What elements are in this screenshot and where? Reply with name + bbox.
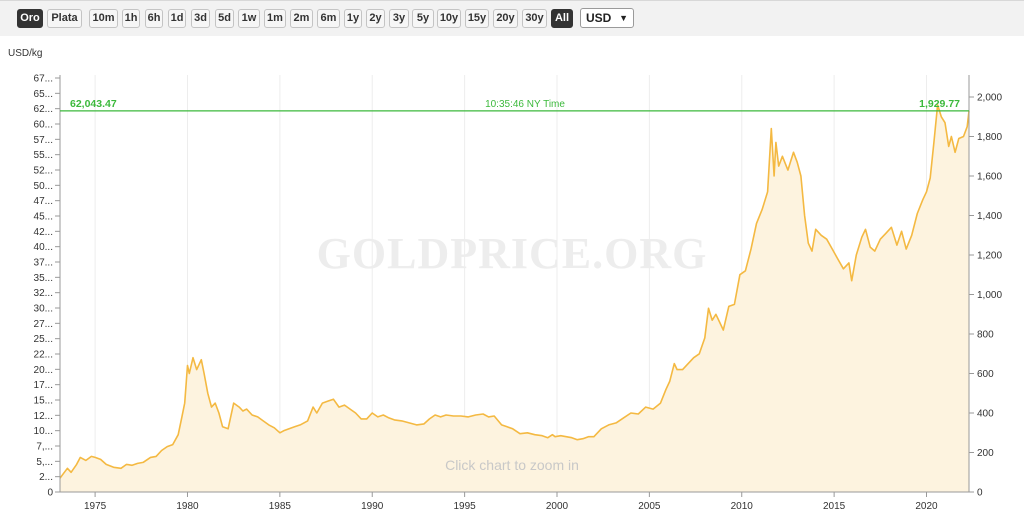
y-right-tick-label: 1,400 [977,211,1002,222]
y-left-tick-label: 37... [34,258,53,269]
y-left-tick-label: 25... [34,334,53,345]
range-button-1w[interactable]: 1w [238,9,260,28]
gold-price-chart[interactable]: 1975 1980 1985 1990 1995 2000 2005 2010 2015 2020… [0,35,1024,531]
x-tick-label: 1980 [176,501,199,512]
zoom-hint-label: Click chart to zoom in [445,457,579,473]
y-left-tick-label: 45... [34,212,53,223]
watermark-label: GOLDPRICE.ORG [317,229,708,278]
range-button-20y[interactable]: 20y [493,9,518,28]
y-left-tick-label: 35... [34,273,53,284]
y-left-tick-label: 52... [34,166,53,177]
y-axis-unit-label: USD/kg [8,48,42,59]
range-button-1m[interactable]: 1m [264,9,286,28]
y-left-tick-label: 60... [34,120,53,131]
y-right-tick-label: 0 [977,488,983,499]
toolbar: Oro Plata 10m 1h 6h 1d 3d 5d 1w 1m 2m 6m 1y 2y 3y 5y 10y… [0,0,1024,36]
y-right-tick-label: 400 [977,409,994,420]
y-left-tick-label: 10... [34,426,53,437]
y-left-tick-label: 57... [34,135,53,146]
series-area [60,104,969,493]
y-left-tick-label: 27... [34,319,53,330]
y-right-tick-label: 1,800 [977,132,1002,143]
chevron-down-icon: ▼ [619,13,628,23]
range-button-1h[interactable]: 1h [122,9,140,28]
x-tick-label: 2015 [823,501,846,512]
y-left-tick-label: 65... [34,89,53,100]
y-left-tick-label: 55... [34,150,53,161]
current-time-label: 10:35:46 NY Time [485,99,565,110]
y-left-tick-label: 12... [34,411,53,422]
y-left-tick-label: 62... [34,104,53,115]
currency-select[interactable]: USD ▼ [580,8,634,28]
x-tick-label: 1995 [453,501,476,512]
range-button-5y[interactable]: 5y [412,9,434,28]
current-price-left-label: 62,043.47 [70,98,117,110]
y-left-tick-label: 2... [39,472,53,483]
y-right-tick-label: 800 [977,330,994,341]
x-tick-label: 1975 [84,501,107,512]
x-tick-label: 2010 [731,501,754,512]
y-left-tick-label: 42... [34,227,53,238]
range-button-3y[interactable]: 3y [389,9,409,28]
range-button-1d[interactable]: 1d [168,9,186,28]
range-button-all[interactable]: All [551,9,573,28]
series-line [59,104,970,479]
range-button-6h[interactable]: 6h [145,9,163,28]
y-left-tick-label: 7,... [36,442,53,453]
y-left-tick-label: 30... [34,304,53,315]
y-right-tick-label: 1,600 [977,172,1002,183]
y-left-tick-label: 5,... [36,457,53,468]
x-tick-label: 2020 [915,501,938,512]
y-right-tick-label: 2,000 [977,93,1002,104]
y-left-tick-label: 20... [34,365,53,376]
x-tick-label: 2000 [546,501,569,512]
range-button-1y[interactable]: 1y [344,9,362,28]
y-right-tick-label: 200 [977,448,994,459]
currency-select-value: USD [586,11,612,25]
range-button-5d[interactable]: 5d [215,9,234,28]
y-right-tick-label: 1,000 [977,290,1002,301]
y-left-tick-label: 0 [47,488,53,499]
metal-button-oro[interactable]: Oro [17,9,43,28]
current-price-right-label: 1,929.77 [919,98,960,110]
range-button-10y[interactable]: 10y [437,9,461,28]
range-button-2y[interactable]: 2y [366,9,385,28]
range-button-30y[interactable]: 30y [522,9,547,28]
y-left-tick-label: 22... [34,350,53,361]
y-left-tick-label: 17... [34,380,53,391]
x-tick-label: 1985 [269,501,292,512]
y-left-tick-label: 15... [34,396,53,407]
metal-button-plata[interactable]: Plata [47,9,82,28]
y-left-tick-label: 32... [34,288,53,299]
y-left-tick-label: 40... [34,242,53,253]
range-button-6m[interactable]: 6m [317,9,340,28]
x-tick-label: 2005 [638,501,661,512]
x-tick-label: 1990 [361,501,384,512]
range-button-15y[interactable]: 15y [465,9,489,28]
range-button-2m[interactable]: 2m [290,9,313,28]
y-right-tick-label: 600 [977,369,994,380]
y-left-tick-label: 50... [34,181,53,192]
y-left-tick-label: 47... [34,196,53,207]
range-button-3d[interactable]: 3d [191,9,210,28]
range-button-10m[interactable]: 10m [89,9,118,28]
y-left-tick-label: 67... [34,74,53,85]
y-right-tick-label: 1,200 [977,251,1002,262]
